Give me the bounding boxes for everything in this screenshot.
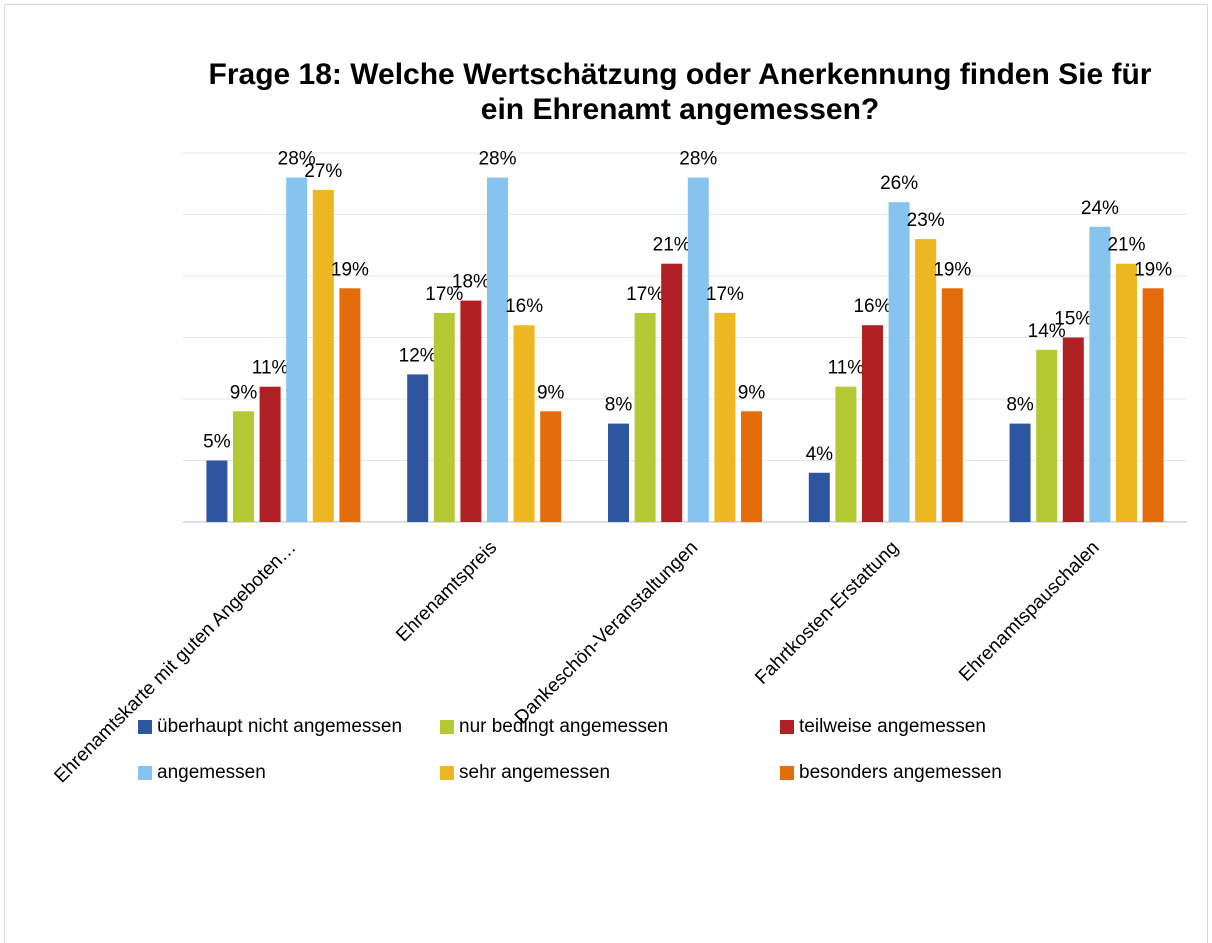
bar <box>1009 423 1031 522</box>
data-label: 8% <box>605 395 633 416</box>
bar <box>540 411 562 522</box>
bar <box>259 386 281 522</box>
data-label: 16% <box>853 296 891 317</box>
data-label: 9% <box>230 382 258 403</box>
legend-label: teilweise angemessen <box>799 716 986 737</box>
bar <box>312 189 334 522</box>
bar <box>286 177 308 522</box>
legend-swatch <box>780 720 794 734</box>
chart-border <box>4 4 1208 943</box>
bar <box>487 177 508 522</box>
bar <box>339 288 361 522</box>
data-label: 14% <box>1028 321 1066 342</box>
data-label: 17% <box>706 284 744 305</box>
data-label: 18% <box>452 272 490 293</box>
chart-title: ein Ehrenamt angemessen? <box>481 93 879 126</box>
data-label: 17% <box>425 284 463 305</box>
bar <box>808 472 830 522</box>
bar <box>862 325 883 522</box>
data-label: 15% <box>1054 309 1092 330</box>
chart-title: Frage 18: Welche Wertschätzung oder Aner… <box>209 58 1152 91</box>
data-label: 12% <box>399 345 437 366</box>
bar <box>941 288 963 522</box>
bar <box>835 386 857 522</box>
data-label: 23% <box>907 210 945 231</box>
data-label: 11% <box>252 358 289 379</box>
legend-label: besonders angemessen <box>799 762 1002 783</box>
data-label: 9% <box>537 382 565 403</box>
bar <box>513 325 535 522</box>
data-label: 27% <box>304 161 342 182</box>
bar <box>608 423 629 522</box>
legend-label: überhaupt nicht angemessen <box>157 716 402 737</box>
bar <box>233 411 254 522</box>
data-label: 28% <box>679 149 717 170</box>
data-label: 8% <box>1006 395 1034 416</box>
bar <box>460 300 482 522</box>
bar <box>407 374 429 522</box>
bar <box>433 312 455 522</box>
data-label: 28% <box>278 149 316 170</box>
bar <box>1089 226 1111 523</box>
data-label: 9% <box>738 382 766 403</box>
data-label: 21% <box>653 235 691 256</box>
data-label: 19% <box>933 259 971 280</box>
data-label: 24% <box>1081 198 1119 219</box>
data-label: 19% <box>331 259 369 280</box>
data-label: 19% <box>1134 259 1172 280</box>
bar <box>661 263 683 522</box>
data-label: 4% <box>806 444 834 465</box>
bar <box>1036 349 1058 522</box>
legend-swatch <box>780 766 794 780</box>
legend-swatch <box>138 720 152 734</box>
bar <box>741 411 762 522</box>
bar <box>1062 337 1084 522</box>
bar <box>1116 263 1137 522</box>
bar <box>687 177 709 522</box>
legend-label: sehr angemessen <box>459 762 610 783</box>
data-label: 21% <box>1107 235 1145 256</box>
bar <box>634 312 656 522</box>
data-label: 16% <box>505 296 543 317</box>
bar <box>1142 288 1164 522</box>
bar <box>915 239 937 522</box>
bar <box>206 460 228 522</box>
legend-swatch <box>440 766 454 780</box>
data-label: 26% <box>880 173 918 194</box>
bar <box>714 312 736 522</box>
data-label: 5% <box>203 432 231 453</box>
data-label: 17% <box>626 284 664 305</box>
data-label: 11% <box>828 358 865 379</box>
legend-label: nur bedingt angemessen <box>459 716 668 737</box>
data-label: 28% <box>478 149 516 170</box>
bar <box>888 202 910 522</box>
legend-label: angemessen <box>157 762 266 783</box>
legend-swatch <box>138 766 152 780</box>
legend-swatch <box>440 720 454 734</box>
